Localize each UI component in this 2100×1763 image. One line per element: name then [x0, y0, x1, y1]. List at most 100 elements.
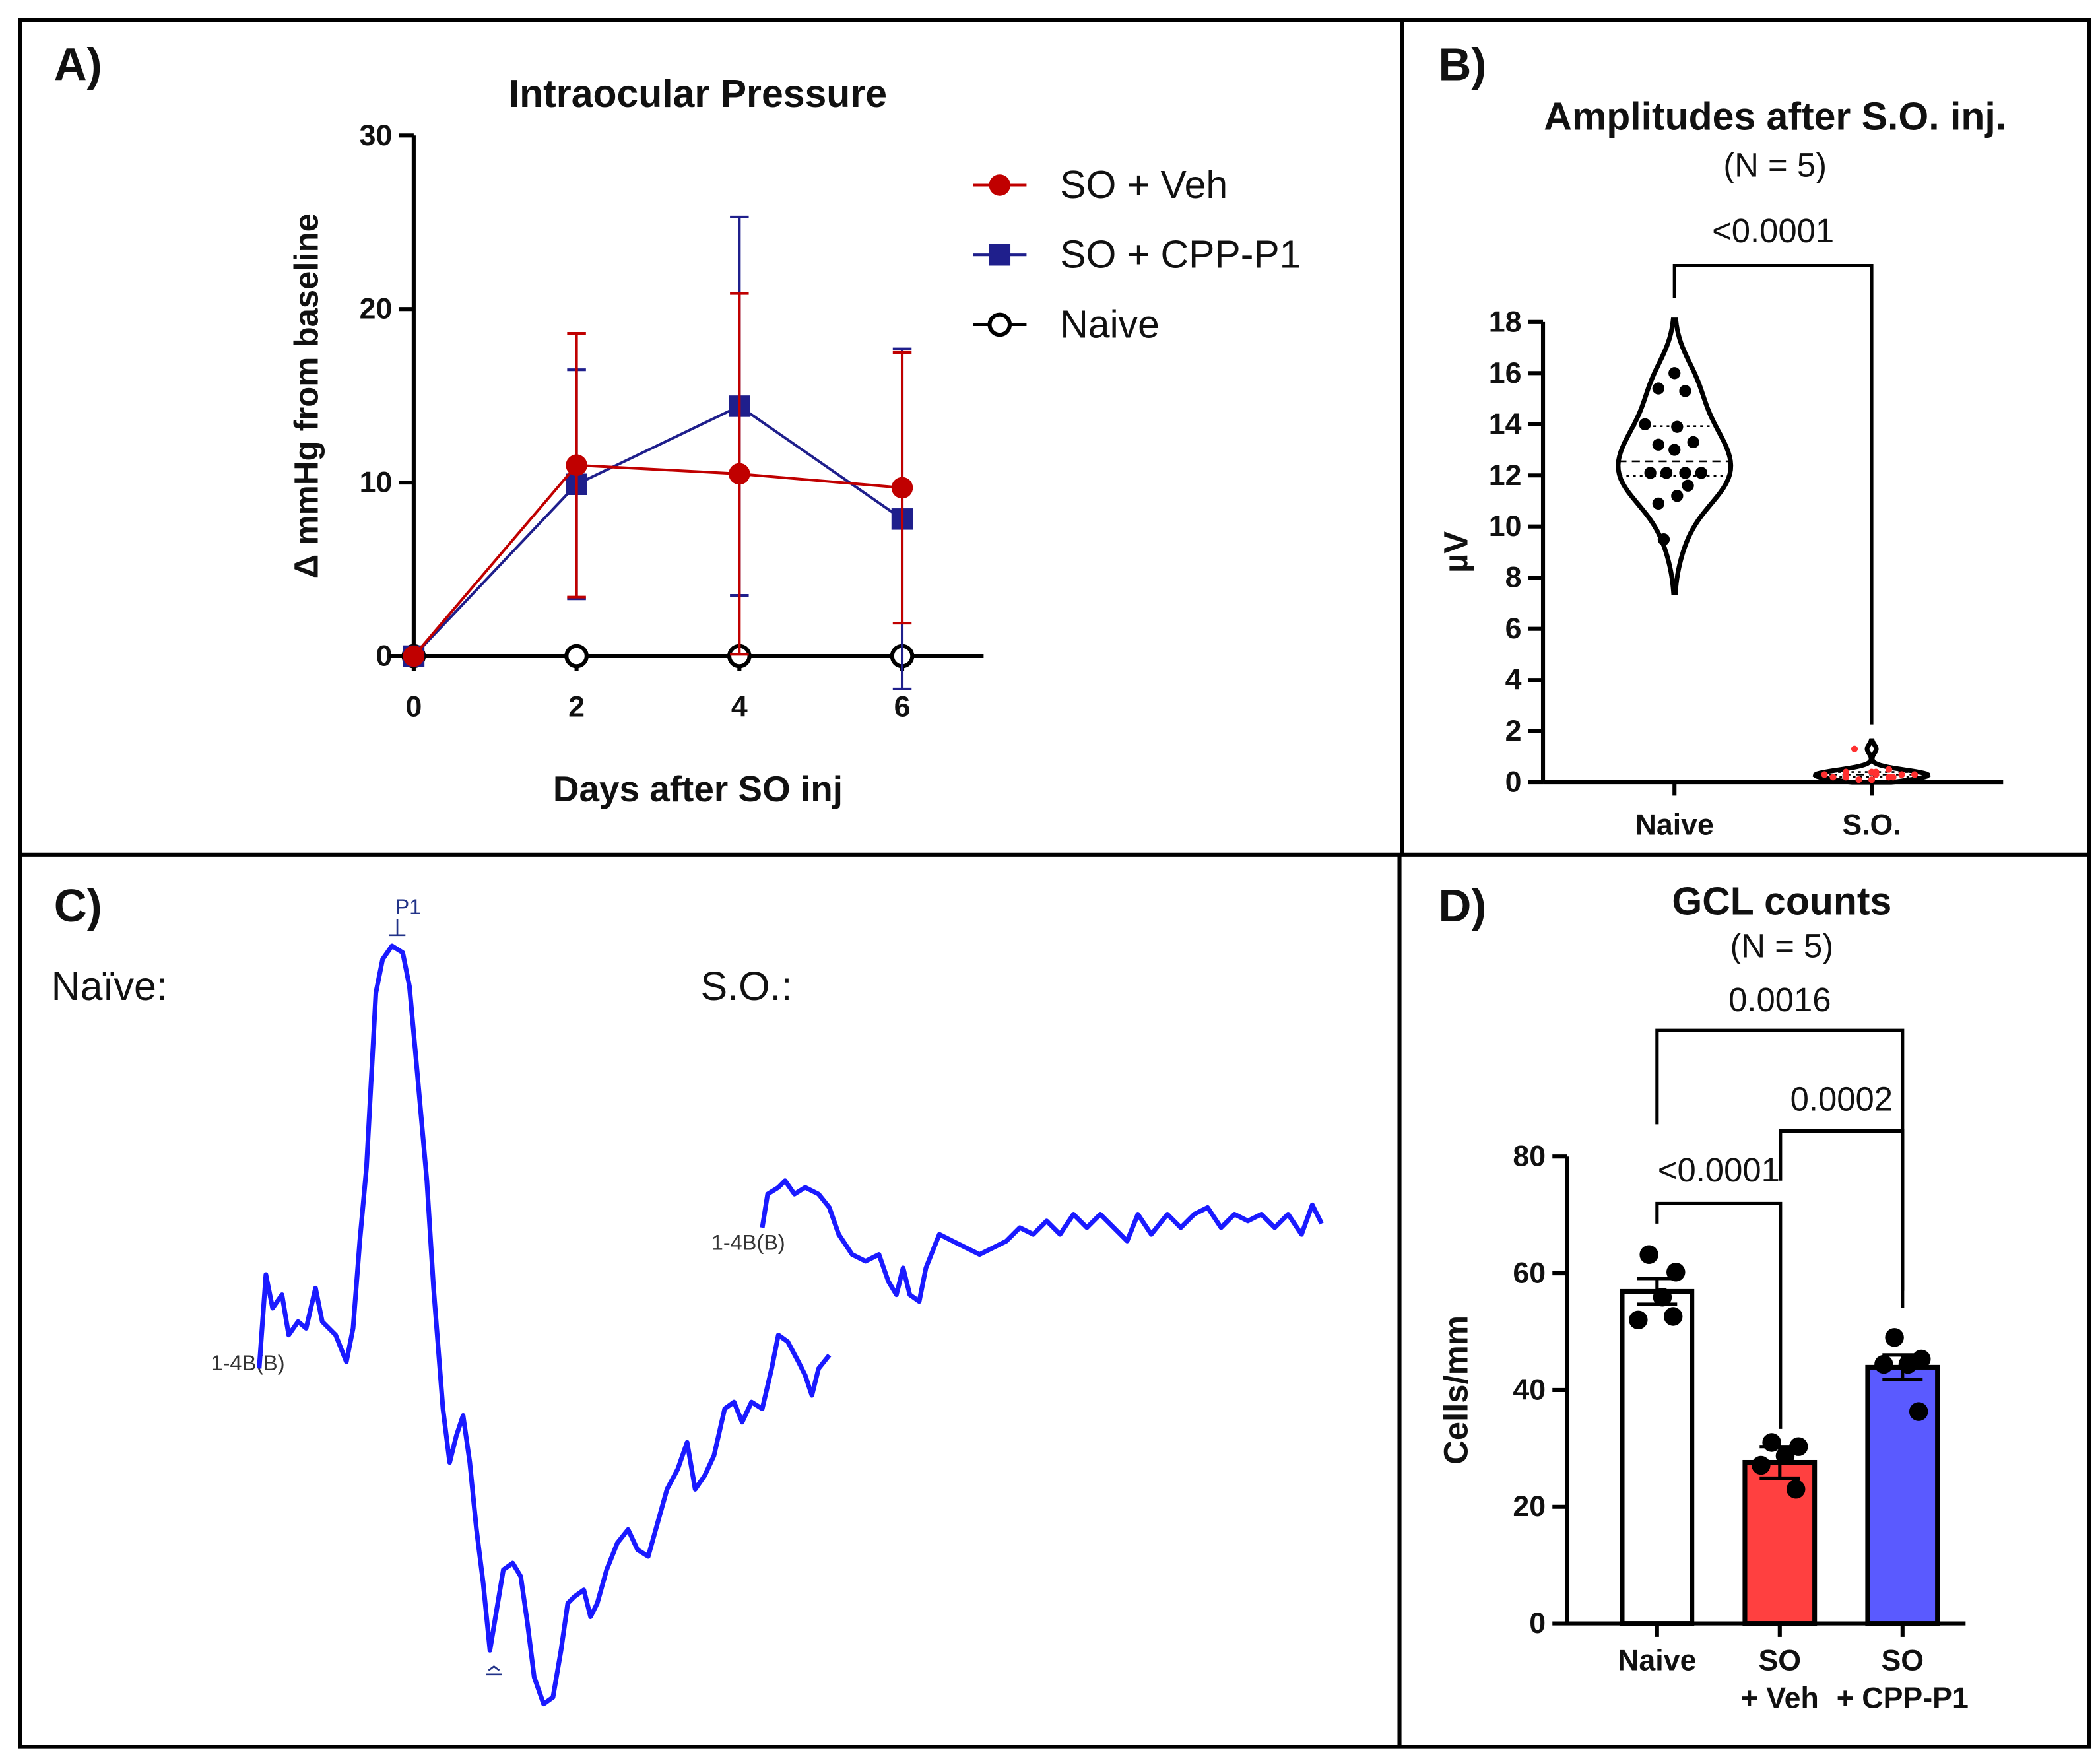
legend-label: Naive [1060, 303, 1160, 346]
x-tick-label: Naive [1618, 1644, 1697, 1677]
chart-title: GCL counts [1672, 880, 1891, 923]
x-tick-label: S.O. [1842, 809, 1901, 842]
p-value: 0.0016 [1728, 981, 1831, 1018]
y-tick-label: 10 [360, 467, 393, 499]
marker [566, 454, 587, 477]
y-tick-label: 18 [1489, 306, 1522, 338]
data-point [1668, 367, 1681, 380]
x-tick-label-box: SO + CPP-P1 [1837, 1644, 1969, 1715]
data-point [1898, 771, 1905, 778]
y-axis-label: µV [1437, 531, 1474, 573]
data-point [1842, 771, 1850, 778]
x-tick-label: 2 [568, 691, 585, 723]
data-point [1872, 768, 1880, 776]
data-point [1752, 1455, 1771, 1475]
data-point [1868, 776, 1876, 783]
data-point [1898, 1354, 1918, 1374]
y-tick-label: 30 [360, 119, 393, 152]
bar [1620, 1288, 1695, 1626]
x-tick-label-box: SO + Veh [1740, 1644, 1819, 1715]
violin [1616, 317, 1734, 595]
marker [989, 244, 1011, 266]
data-point [1660, 467, 1673, 479]
panel-label: B) [1438, 39, 1486, 90]
y-tick-label: 12 [1489, 459, 1522, 492]
data-point [1639, 418, 1651, 430]
y-tick-label: 80 [1513, 1141, 1546, 1173]
p-value: <0.0001 [1712, 212, 1834, 249]
x-tick-label: SO + Veh [1740, 1644, 1819, 1715]
data-point [1653, 1288, 1672, 1307]
data-point [1666, 1263, 1686, 1282]
data-point [1639, 1245, 1658, 1264]
y-tick-label: 20 [1513, 1490, 1546, 1523]
y-tick-label: 60 [1513, 1257, 1546, 1290]
data-point [1821, 771, 1828, 778]
y-tick-label: 16 [1489, 357, 1522, 389]
data-point [1671, 490, 1684, 502]
data-point [1775, 1446, 1795, 1466]
trace-label: S.O.: [700, 964, 792, 1009]
data-point [1885, 766, 1893, 773]
chart-subtitle: (N = 5) [1730, 927, 1834, 965]
peak-label: P1 [395, 895, 421, 919]
y-tick-label: 40 [1513, 1374, 1546, 1406]
x-axis-label: Days after SO inj [553, 768, 843, 809]
y-tick-label: 0 [1505, 766, 1522, 799]
y-tick-label: 0 [1529, 1607, 1546, 1640]
x-tick-label: 4 [731, 691, 748, 723]
data-point [1663, 1307, 1683, 1326]
frame [18, 18, 2091, 1749]
data-point [1652, 497, 1664, 510]
y-axis-label: Cells/mm [1437, 1315, 1474, 1465]
data-point [1682, 479, 1694, 492]
trough-marker [486, 1665, 502, 1676]
data-point [1762, 1433, 1781, 1452]
y-tick-label: 8 [1505, 562, 1522, 594]
data-point [1829, 774, 1837, 781]
x-tick-label: 0 [405, 691, 422, 723]
trace-label: Naïve: [51, 964, 168, 1009]
chart-title: Amplitudes after S.O. inj. [1544, 95, 2006, 138]
series-line [412, 405, 903, 657]
data-point [1889, 774, 1897, 781]
x-tick-label: 6 [894, 691, 911, 723]
panel-label: C) [54, 880, 102, 931]
panel-label: A) [54, 39, 102, 90]
data-point [1652, 382, 1664, 395]
marker [891, 477, 913, 499]
data-point [1851, 745, 1858, 752]
data-point [1679, 467, 1691, 479]
p-value: 0.0002 [1790, 1080, 1893, 1117]
data-point [1652, 438, 1664, 451]
series-line [412, 463, 903, 657]
data-point [1786, 1479, 1806, 1499]
data-point [1874, 1354, 1893, 1374]
marker [989, 174, 1011, 196]
data-point [1789, 1437, 1808, 1456]
marker [403, 645, 425, 667]
significance-bracket [1655, 1201, 1783, 1429]
data-point [1911, 771, 1919, 778]
marker [729, 463, 750, 485]
marker [987, 312, 1012, 337]
y-tick-label: 2 [1505, 715, 1522, 747]
trace-id: 1-4B(B) [211, 1351, 285, 1375]
data-point [1671, 420, 1684, 433]
data-point [1909, 1402, 1928, 1421]
chart-title: Intraocular Pressure [509, 73, 887, 116]
data-point [1679, 385, 1691, 397]
x-tick-label: Naive [1635, 809, 1714, 842]
p-value: <0.0001 [1658, 1151, 1780, 1189]
data-point [1687, 436, 1699, 449]
y-tick-label: 14 [1489, 408, 1522, 440]
naive-trace [257, 943, 832, 1707]
data-point [1644, 467, 1657, 479]
data-point [1657, 533, 1670, 546]
legend-label: SO + Veh [1060, 164, 1228, 207]
significance-bracket [1672, 263, 1874, 725]
chart-subtitle: (N = 5) [1723, 147, 1827, 184]
data-point [1695, 467, 1708, 479]
